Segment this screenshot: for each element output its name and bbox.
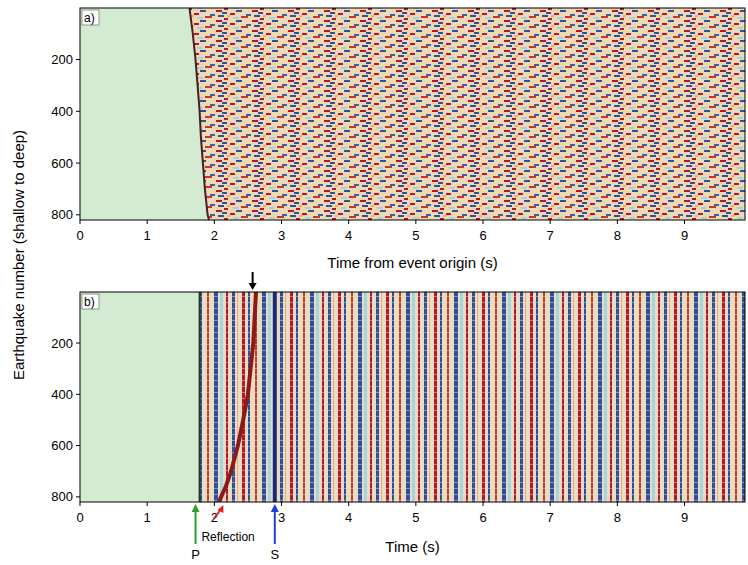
annotation-label: P [191, 547, 200, 562]
x-tick-label: 3 [278, 510, 285, 525]
x-tick-label: 6 [479, 510, 486, 525]
x-tick-label: 5 [412, 228, 419, 243]
x-tick [617, 502, 618, 506]
y-tick [76, 496, 80, 497]
annotation-label: S [270, 547, 279, 562]
plot-area [80, 292, 745, 502]
panel-label: b) [84, 295, 95, 309]
y-tick-label: 800 [51, 207, 73, 222]
x-tick [348, 502, 349, 506]
arrival-line [190, 8, 210, 220]
x-tick-label: 0 [76, 510, 83, 525]
y-tick-label: 400 [51, 104, 73, 119]
background [80, 8, 745, 220]
plot-area [80, 8, 745, 220]
y-tick [76, 343, 80, 344]
x-tick-label: 8 [614, 228, 621, 243]
x-tick-label: 7 [547, 510, 554, 525]
x-tick [80, 220, 81, 224]
panel-label-box [82, 10, 99, 25]
x-tick [550, 220, 551, 224]
x-tick-label: 1 [144, 228, 151, 243]
x-tick-label: 9 [681, 510, 688, 525]
x-tick-label: 4 [345, 510, 352, 525]
annotation-arrow [195, 511, 197, 544]
annotation-arrowhead [217, 505, 223, 513]
x-tick [214, 220, 215, 224]
y-tick-label: 400 [51, 387, 73, 402]
x-tick [80, 502, 81, 506]
phase-line [219, 292, 256, 502]
x-tick-label: 5 [412, 510, 419, 525]
x-axis-title: Time from event origin (s) [327, 254, 497, 271]
y-axis-title: Earthquake number (shallow to deep) [10, 130, 27, 380]
x-tick [415, 220, 416, 224]
annotation-arrowhead [192, 504, 200, 512]
x-tick-label: 7 [547, 228, 554, 243]
y-tick-label: 600 [51, 438, 73, 453]
y-tick [76, 394, 80, 395]
x-tick [684, 502, 685, 506]
x-tick [617, 220, 618, 224]
x-tick-label: 4 [345, 228, 352, 243]
x-tick [483, 220, 484, 224]
y-tick [76, 445, 80, 446]
y-tick [76, 163, 80, 164]
x-axis-title: Time (s) [385, 538, 439, 555]
x-tick [550, 502, 551, 506]
x-tick [281, 502, 282, 506]
frame [80, 292, 745, 502]
background [80, 292, 745, 502]
panel-label-box [82, 294, 99, 309]
y-tick-label: 200 [51, 336, 73, 351]
y-tick [76, 214, 80, 215]
arrival-area [190, 8, 746, 220]
x-tick-label: 8 [614, 510, 621, 525]
annotation-arrow [252, 272, 254, 284]
x-tick-label: 1 [144, 510, 151, 525]
x-tick [214, 502, 215, 506]
arrival-area [200, 292, 745, 502]
x-tick-label: 6 [479, 228, 486, 243]
annotation-arrowhead [271, 504, 279, 512]
y-tick-label: 200 [51, 52, 73, 67]
phase-line [273, 292, 277, 502]
x-tick [147, 220, 148, 224]
annotation-label: Reflection [201, 530, 254, 544]
x-tick-label: 3 [278, 228, 285, 243]
annotation-arrow [213, 510, 220, 519]
y-tick [76, 111, 80, 112]
x-tick-label: 0 [76, 228, 83, 243]
y-tick [76, 59, 80, 60]
x-tick [483, 502, 484, 506]
x-tick-label: 9 [681, 228, 688, 243]
x-tick [281, 220, 282, 224]
x-tick [348, 220, 349, 224]
x-tick [147, 502, 148, 506]
annotation-arrowhead [249, 283, 257, 290]
x-tick [684, 220, 685, 224]
y-tick-label: 600 [51, 156, 73, 171]
figure: 0 1 2 3 4 5 6 7 8 9 200 400 600 800 Time from event or… [0, 0, 748, 565]
x-tick [415, 502, 416, 506]
panel-label: a) [84, 11, 95, 25]
arrival-line [199, 292, 201, 502]
y-tick-label: 800 [51, 489, 73, 504]
annotation-arrow [274, 511, 276, 544]
x-tick-label: 2 [211, 228, 218, 243]
frame [80, 8, 745, 220]
